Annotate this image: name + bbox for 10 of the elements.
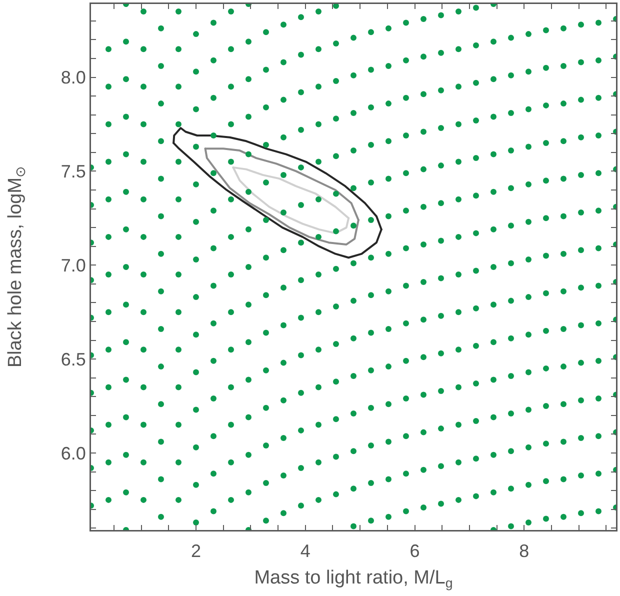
x-tick-label: 4 xyxy=(300,541,310,562)
y-tick-label: 7.5 xyxy=(60,161,86,182)
x-tick-label: 2 xyxy=(190,541,202,562)
x-tick-label: 8 xyxy=(519,541,530,562)
x-tick-label: 6 xyxy=(410,541,420,562)
y-tick-label: 7.0 xyxy=(60,255,86,276)
y-tick-label: 8.0 xyxy=(60,68,86,88)
y-tick-label: 6.0 xyxy=(60,443,86,464)
x-axis-title: Mass to light ratio, M/L$_{g}$ xyxy=(254,568,453,591)
y-tick-label: 6.5 xyxy=(60,349,86,370)
